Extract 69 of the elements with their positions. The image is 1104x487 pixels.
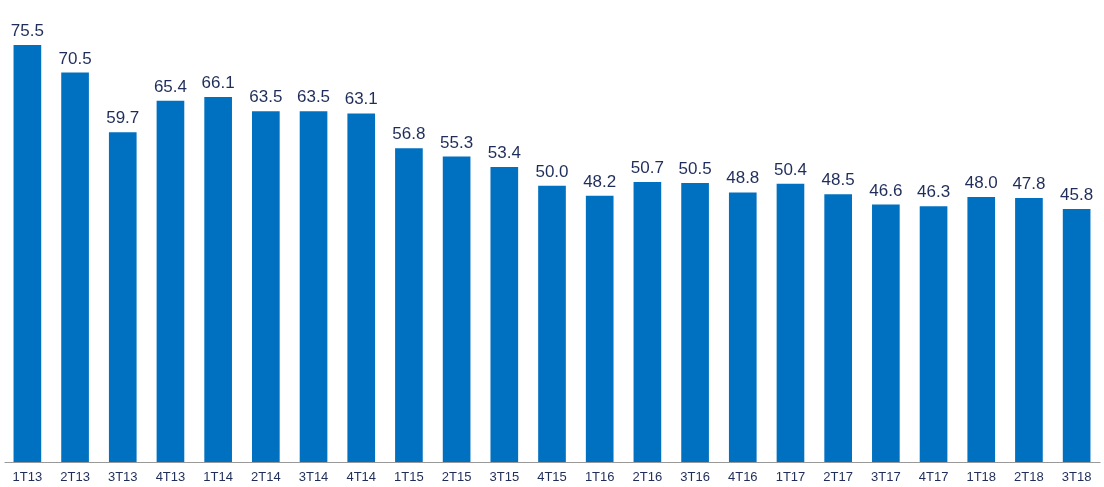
- data-label: 48.8: [726, 168, 760, 188]
- bar: [728, 192, 757, 462]
- bar: [776, 183, 805, 462]
- bar: [872, 204, 900, 462]
- x-tick-label: 2T18: [1014, 468, 1044, 484]
- x-tick-label: 1T15: [394, 468, 424, 484]
- bar: [919, 206, 948, 462]
- x-tick-label: 2T14: [251, 468, 281, 484]
- x-tick-label: 4T16: [727, 468, 758, 484]
- x-tick-label: 2T15: [441, 468, 472, 484]
- data-label: 50.0: [535, 161, 569, 181]
- x-tick-label: 4T15: [537, 468, 567, 484]
- bar: [633, 181, 662, 462]
- data-label: 63.5: [249, 87, 283, 107]
- x-tick-label: 2T17: [823, 468, 853, 484]
- bar: [61, 72, 89, 462]
- x-tick-label: 2T16: [632, 468, 663, 484]
- x-tick-label: 4T17: [918, 468, 949, 484]
- bar: [1062, 209, 1091, 462]
- data-label: 47.8: [1012, 173, 1046, 193]
- data-label: 48.5: [821, 170, 855, 190]
- data-label: 66.1: [201, 72, 235, 92]
- bar: [824, 194, 852, 462]
- bar: [204, 96, 232, 462]
- data-label: 50.7: [630, 157, 664, 177]
- data-label: 50.4: [773, 159, 808, 179]
- bar: [156, 100, 185, 462]
- x-tick-label: 1T13: [12, 468, 43, 484]
- bar: [967, 196, 996, 462]
- x-tick-label: 1T18: [966, 468, 997, 484]
- x-tick-label: 1T17: [775, 468, 806, 484]
- x-tick-label: 3T17: [871, 468, 901, 484]
- data-label: 56.8: [392, 124, 426, 144]
- data-label: 63.1: [344, 89, 378, 109]
- bar: [442, 156, 471, 462]
- data-label: 55.3: [440, 132, 474, 152]
- bar: [395, 148, 423, 462]
- x-tick-label: 3T13: [107, 468, 138, 484]
- bar: [13, 45, 42, 462]
- data-label: 48.2: [583, 171, 617, 191]
- x-tick-label: 4T13: [155, 468, 186, 484]
- bar: [681, 183, 709, 462]
- bar: [538, 185, 566, 462]
- x-tick-label: 1T16: [584, 468, 615, 484]
- x-tick-label: 1T14: [203, 468, 233, 484]
- bar: [108, 132, 137, 462]
- data-label: 45.8: [1060, 185, 1094, 205]
- data-label: 70.5: [58, 48, 92, 68]
- data-label: 50.5: [678, 159, 712, 179]
- data-label: 65.4: [153, 76, 187, 96]
- bar: [347, 113, 376, 462]
- data-label: 53.4: [487, 143, 521, 163]
- data-label: 46.3: [917, 182, 951, 202]
- data-label: 46.6: [869, 180, 903, 200]
- bar: [585, 195, 614, 462]
- bar: [299, 111, 328, 462]
- x-tick-label: 3T14: [298, 468, 329, 484]
- bar: [490, 167, 519, 462]
- x-tick-label: 2T13: [60, 468, 90, 484]
- data-label: 48.0: [964, 172, 998, 192]
- data-label: 63.5: [296, 87, 331, 107]
- bar: [1015, 197, 1043, 462]
- x-tick-label: 3T16: [680, 468, 710, 484]
- data-label: 75.5: [10, 21, 44, 40]
- data-label: 59.7: [106, 108, 140, 128]
- x-tick-label: 4T14: [346, 468, 377, 484]
- bar: [252, 111, 280, 462]
- x-tick-label: 3T15: [489, 468, 520, 484]
- x-tick-label: 3T18: [1061, 468, 1092, 484]
